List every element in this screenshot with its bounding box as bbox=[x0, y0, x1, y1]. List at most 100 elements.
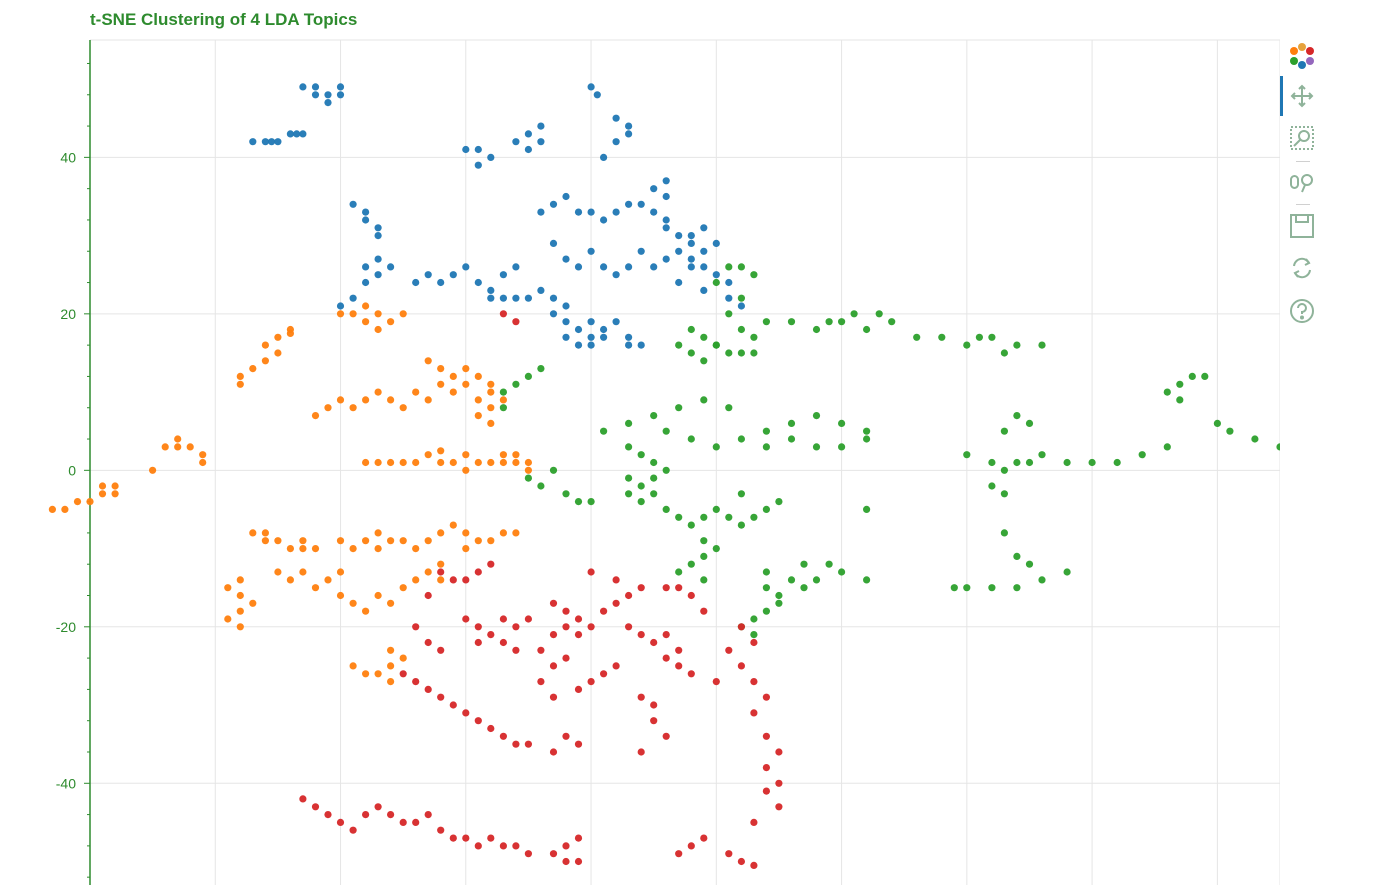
scatter-point[interactable] bbox=[712, 239, 720, 247]
scatter-point[interactable] bbox=[512, 263, 520, 271]
scatter-point[interactable] bbox=[1251, 435, 1259, 443]
scatter-point[interactable] bbox=[675, 404, 683, 412]
scatter-point[interactable] bbox=[412, 678, 420, 686]
scatter-point[interactable] bbox=[462, 576, 470, 584]
scatter-point[interactable] bbox=[474, 717, 482, 725]
scatter-point[interactable] bbox=[687, 232, 695, 240]
scatter-point[interactable] bbox=[574, 263, 583, 271]
scatter-point[interactable] bbox=[612, 208, 620, 216]
scatter-point[interactable] bbox=[299, 130, 307, 138]
scatter-point[interactable] bbox=[675, 568, 683, 576]
scatter-point[interactable] bbox=[387, 662, 395, 670]
scatter-point[interactable] bbox=[612, 599, 620, 607]
scatter-point[interactable] bbox=[637, 247, 645, 255]
scatter-point[interactable] bbox=[462, 263, 470, 271]
scatter-point[interactable] bbox=[625, 333, 633, 341]
scatter-point[interactable] bbox=[562, 623, 570, 631]
scatter-point[interactable] bbox=[462, 709, 470, 717]
scatter-point[interactable] bbox=[1025, 419, 1034, 427]
scatter-point[interactable] bbox=[775, 599, 783, 607]
scatter-point[interactable] bbox=[574, 857, 583, 866]
scatter-point[interactable] bbox=[750, 631, 758, 639]
scatter-point[interactable] bbox=[412, 545, 420, 553]
scatter-point[interactable] bbox=[387, 263, 395, 271]
scatter-point[interactable] bbox=[988, 584, 996, 592]
scatter-point[interactable] bbox=[1188, 372, 1196, 380]
scatter-point[interactable] bbox=[662, 505, 670, 513]
scatter-point[interactable] bbox=[499, 388, 507, 396]
scatter-point[interactable] bbox=[737, 623, 746, 631]
scatter-point[interactable] bbox=[1163, 388, 1171, 396]
scatter-point[interactable] bbox=[374, 388, 382, 396]
scatter-point[interactable] bbox=[687, 435, 695, 443]
scatter-point[interactable] bbox=[274, 138, 282, 146]
scatter-point[interactable] bbox=[725, 404, 733, 412]
scatter-point[interactable] bbox=[349, 404, 357, 412]
save-tool-icon[interactable] bbox=[1282, 208, 1322, 244]
scatter-point[interactable] bbox=[549, 310, 558, 318]
scatter-point[interactable] bbox=[261, 341, 269, 349]
scatter-point[interactable] bbox=[712, 545, 720, 553]
scatter-point[interactable] bbox=[61, 505, 69, 513]
scatter-point[interactable] bbox=[775, 803, 783, 811]
scatter-point[interactable] bbox=[374, 670, 382, 678]
scatter-point[interactable] bbox=[437, 568, 445, 576]
scatter-point[interactable] bbox=[412, 576, 420, 584]
scatter-point[interactable] bbox=[574, 631, 583, 639]
scatter-point[interactable] bbox=[524, 466, 533, 474]
scatter-point[interactable] bbox=[637, 584, 645, 592]
scatter-point[interactable] bbox=[637, 200, 645, 208]
scatter-point[interactable] bbox=[963, 341, 971, 349]
scatter-point[interactable] bbox=[73, 498, 82, 506]
scatter-point[interactable] bbox=[787, 318, 796, 326]
scatter-point[interactable] bbox=[474, 278, 482, 287]
scatter-point[interactable] bbox=[700, 247, 708, 255]
bokeh-logo-icon[interactable] bbox=[1282, 38, 1322, 74]
scatter-point[interactable] bbox=[311, 545, 320, 553]
scatter-point[interactable] bbox=[149, 466, 157, 474]
scatter-point[interactable] bbox=[587, 498, 595, 506]
scatter-point[interactable] bbox=[399, 654, 407, 662]
scatter-point[interactable] bbox=[800, 560, 808, 568]
scatter-point[interactable] bbox=[336, 818, 345, 827]
scatter-point[interactable] bbox=[549, 850, 558, 858]
scatter-point[interactable] bbox=[1163, 443, 1171, 451]
scatter-point[interactable] bbox=[562, 318, 570, 326]
scatter-point[interactable] bbox=[474, 638, 482, 647]
scatter-point[interactable] bbox=[449, 521, 457, 529]
scatter-point[interactable] bbox=[299, 545, 307, 553]
scatter-point[interactable] bbox=[98, 490, 107, 498]
scatter-point[interactable] bbox=[625, 490, 633, 498]
scatter-point[interactable] bbox=[712, 341, 720, 349]
scatter-point[interactable] bbox=[474, 842, 482, 850]
scatter-point[interactable] bbox=[349, 599, 357, 607]
scatter-point[interactable] bbox=[261, 138, 269, 146]
scatter-point[interactable] bbox=[299, 83, 307, 91]
scatter-point[interactable] bbox=[274, 349, 282, 357]
scatter-point[interactable] bbox=[625, 200, 633, 208]
scatter-point[interactable] bbox=[750, 615, 758, 623]
scatter-point[interactable] bbox=[600, 216, 608, 224]
scatter-point[interactable] bbox=[725, 513, 733, 521]
scatter-point[interactable] bbox=[424, 537, 432, 545]
scatter-point[interactable] bbox=[562, 654, 570, 662]
scatter-point[interactable] bbox=[437, 826, 445, 834]
scatter-point[interactable] bbox=[324, 404, 332, 412]
scatter-point[interactable] bbox=[650, 458, 658, 467]
scatter-point[interactable] bbox=[286, 329, 294, 337]
scatter-point[interactable] bbox=[286, 545, 294, 553]
scatter-point[interactable] bbox=[1176, 396, 1184, 404]
scatter-point[interactable] bbox=[286, 130, 294, 138]
scatter-point[interactable] bbox=[675, 232, 683, 240]
scatter-point[interactable] bbox=[111, 482, 119, 490]
scatter-point[interactable] bbox=[775, 779, 783, 787]
scatter-point[interactable] bbox=[687, 349, 695, 357]
plot-area[interactable]: -40 -20 0 20 40 bbox=[0, 0, 1280, 885]
scatter-point[interactable] bbox=[863, 576, 871, 584]
scatter-point[interactable] bbox=[574, 615, 583, 623]
scatter-point[interactable] bbox=[48, 505, 57, 513]
scatter-point[interactable] bbox=[762, 607, 771, 615]
scatter-point[interactable] bbox=[487, 153, 495, 161]
scatter-point[interactable] bbox=[437, 576, 445, 584]
scatter-point[interactable] bbox=[549, 748, 558, 756]
